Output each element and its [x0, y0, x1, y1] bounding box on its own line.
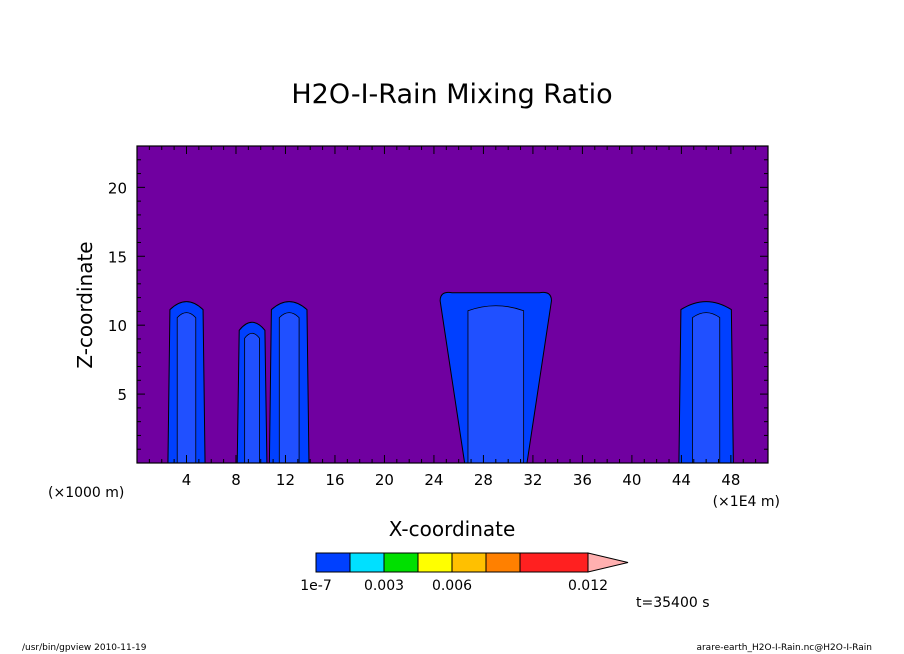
x-tick-label: 8 [231, 471, 241, 489]
x-tick-label: 4 [182, 471, 192, 489]
x-tick-label: 32 [523, 471, 542, 489]
x-tick-label: 24 [424, 471, 443, 489]
y-tick-label: 15 [108, 248, 127, 266]
colorbar: 1e-7 0.003 0.006 0.012 [300, 552, 629, 594]
colorbar-segment [349, 552, 385, 573]
rain-cell-core [467, 305, 525, 464]
footer-command: /usr/bin/gpview 2010-11-19 [22, 643, 147, 653]
footer-source: arare-earth_H2O-I-Rain.nc@H2O-I-Rain [696, 643, 872, 653]
rain-cell-core [176, 312, 197, 464]
colorbar-segment [417, 552, 453, 573]
y-tick-label: 10 [108, 317, 127, 335]
x-axis-label: X-coordinate [389, 517, 516, 541]
y-tick-label: 5 [117, 386, 127, 404]
colorbar-label: 0.006 [432, 578, 472, 594]
plot-frame [136, 145, 769, 464]
rain-cell-core [278, 312, 300, 464]
x-unit-right: (×1E4 m) [713, 494, 780, 510]
x-ticks: 4 8 12 16 20 24 28 32 36 40 44 48 [148, 146, 757, 489]
rain-cell-core [244, 332, 260, 464]
colorbar-extension [587, 552, 629, 573]
colorbar-label: 1e-7 [300, 578, 331, 594]
x-tick-label: 28 [474, 471, 493, 489]
time-label: t=35400 s [636, 595, 710, 611]
chart-title: H2O-I-Rain Mixing Ratio [291, 79, 612, 110]
colorbar-label: 0.003 [364, 578, 404, 594]
colorbar-segment [519, 552, 589, 573]
rain-cell-core [692, 312, 721, 464]
colorbar-segment [451, 552, 487, 573]
x-tick-label: 36 [573, 471, 592, 489]
colorbar-segment [485, 552, 521, 573]
rain-cells [167, 291, 734, 464]
x-tick-label: 16 [325, 471, 344, 489]
y-tick-label: 20 [108, 179, 127, 197]
x-tick-label: 12 [276, 471, 295, 489]
x-tick-label: 44 [672, 471, 691, 489]
colorbar-label: 0.012 [568, 578, 608, 594]
colorbar-segment [315, 552, 351, 573]
y-ticks: 5 10 15 20 [108, 159, 768, 450]
x-unit-left: (×1000 m) [48, 485, 124, 501]
x-tick-label: 40 [622, 471, 641, 489]
colorbar-segment [383, 552, 419, 573]
x-tick-label: 20 [375, 471, 394, 489]
y-axis-label: Z-coordinate [73, 241, 97, 368]
x-tick-label: 48 [721, 471, 740, 489]
